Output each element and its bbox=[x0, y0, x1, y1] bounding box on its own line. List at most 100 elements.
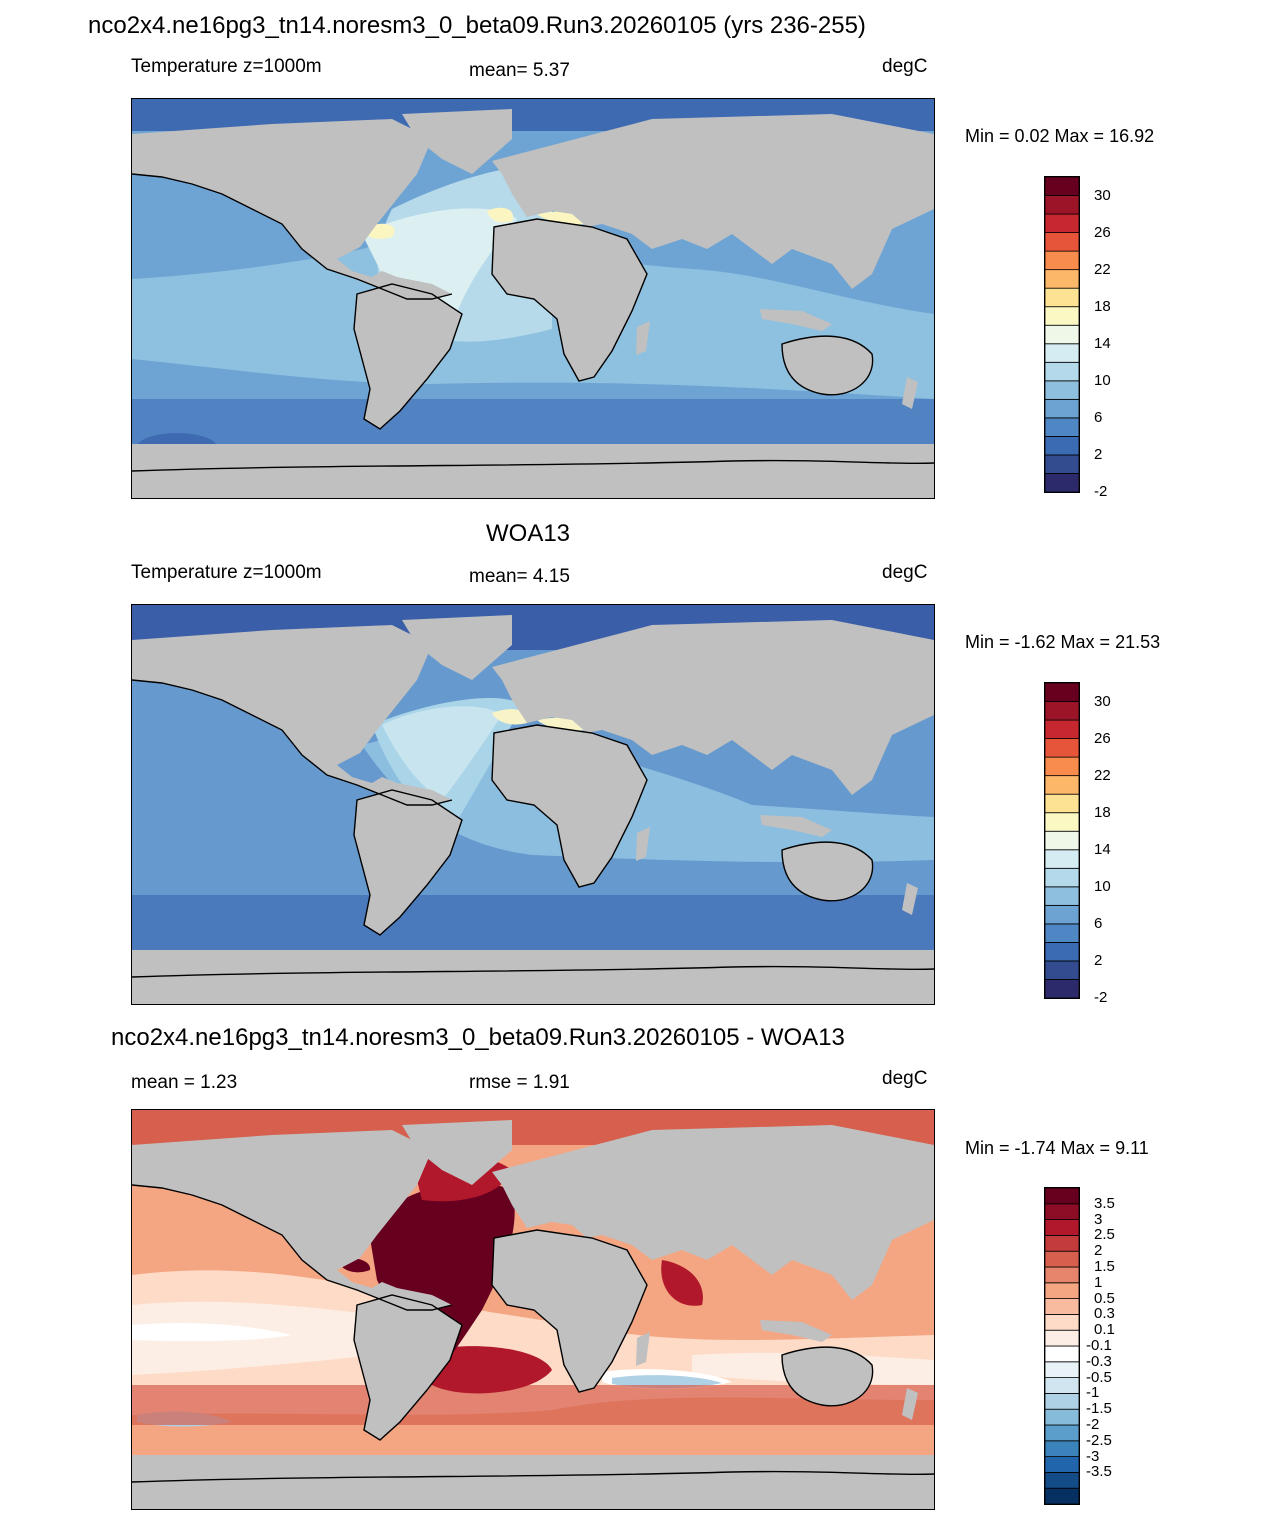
colorbar-swatch bbox=[1045, 324, 1079, 345]
colorbar-tick-label: 10 bbox=[1094, 877, 1111, 895]
colorbar-swatch bbox=[1045, 886, 1079, 906]
colorbar-swatch bbox=[1045, 1329, 1079, 1347]
colorbar-swatch bbox=[1045, 1266, 1079, 1284]
panel1-map bbox=[131, 98, 935, 499]
land-south-america bbox=[354, 790, 462, 935]
land-madagascar bbox=[636, 321, 650, 355]
land-africa bbox=[492, 219, 647, 381]
colorbar-tick-label: 1 bbox=[1094, 1273, 1103, 1291]
colorbar-swatch bbox=[1045, 738, 1079, 758]
land-madagascar bbox=[636, 1332, 650, 1366]
colorbar-swatch bbox=[1045, 195, 1079, 215]
colorbar-swatch bbox=[1045, 250, 1079, 271]
land-south-america bbox=[354, 284, 462, 429]
colorbar-swatch bbox=[1045, 1471, 1079, 1489]
panel1-units: degC bbox=[882, 56, 928, 77]
colorbar-swatch bbox=[1045, 1440, 1079, 1458]
contour-atlantic bbox=[362, 208, 517, 329]
colorbar-swatch bbox=[1045, 979, 1079, 998]
contour-pale-band bbox=[132, 1270, 934, 1415]
contour-south bbox=[132, 895, 934, 950]
land-madagascar bbox=[636, 827, 650, 861]
land-north-america bbox=[132, 1130, 452, 1310]
colorbar-swatch bbox=[1045, 436, 1079, 456]
panel1-minmax: Min = 0.02 Max = 16.92 bbox=[965, 126, 1155, 146]
land-antarctica bbox=[132, 444, 934, 498]
land-indonesia bbox=[760, 815, 832, 837]
colorbar-swatch bbox=[1045, 232, 1079, 252]
colorbar-tick-label: 18 bbox=[1094, 803, 1111, 821]
land-eurasia bbox=[492, 620, 934, 795]
colorbar-swatch bbox=[1045, 719, 1079, 739]
colorbar-swatch bbox=[1045, 1314, 1079, 1331]
colorbar-swatch bbox=[1045, 1188, 1079, 1205]
panel2-colorbar bbox=[1044, 682, 1080, 999]
colorbar-swatch bbox=[1045, 830, 1079, 851]
land-australia bbox=[782, 842, 873, 901]
panel1-variable-label: Temperature z=1000m bbox=[131, 56, 322, 77]
land-africa bbox=[492, 725, 647, 887]
colorbar-swatch bbox=[1045, 287, 1079, 308]
contour-south-atlantic bbox=[432, 1346, 552, 1394]
colorbar-swatch bbox=[1045, 1219, 1079, 1236]
colorbar-swatch bbox=[1045, 417, 1079, 437]
colorbar-swatch bbox=[1045, 942, 1079, 962]
contour-paler-band bbox=[132, 1301, 934, 1385]
colorbar-swatch bbox=[1045, 775, 1079, 795]
colorbar-swatch bbox=[1045, 1408, 1079, 1426]
panel1-map-svg bbox=[132, 99, 934, 498]
colorbar-tick-label: 2 bbox=[1094, 951, 1103, 969]
colorbar-swatch bbox=[1045, 306, 1079, 326]
land-antarctica bbox=[132, 950, 934, 1004]
colorbar-tick-label: 18 bbox=[1094, 297, 1111, 315]
colorbar-tick-label: 14 bbox=[1094, 840, 1111, 858]
panel1-colorbar bbox=[1044, 176, 1080, 493]
panel3-minmax: Min = -1.74 Max = 9.11 bbox=[965, 1138, 1149, 1158]
land-antarctica bbox=[132, 1455, 934, 1509]
land-north-america bbox=[132, 119, 452, 299]
land-new-zealand bbox=[902, 377, 918, 409]
panel2-mean-label: mean= 4.15 bbox=[469, 566, 570, 587]
land-indonesia bbox=[760, 309, 832, 331]
colorbar-tick-label: 2 bbox=[1094, 1242, 1103, 1260]
colorbar-tick-label: -2.5 bbox=[1086, 1431, 1112, 1449]
land-north-america bbox=[132, 625, 452, 805]
colorbar-swatch bbox=[1045, 812, 1079, 832]
colorbar-tick-label: 0.5 bbox=[1094, 1289, 1115, 1307]
colorbar-tick-label: 6 bbox=[1094, 408, 1103, 426]
panel2-colorbar-svg bbox=[1045, 683, 1079, 998]
colorbar-swatch bbox=[1045, 213, 1079, 233]
colorbar-swatch bbox=[1045, 1361, 1079, 1379]
land-eurasia bbox=[492, 114, 934, 289]
colorbar-swatch bbox=[1045, 1377, 1079, 1394]
colorbar-tick-label: 2.5 bbox=[1094, 1226, 1115, 1244]
colorbar-swatch bbox=[1045, 454, 1079, 474]
colorbar-tick-label: 1.5 bbox=[1094, 1258, 1115, 1275]
colorbar-swatch bbox=[1045, 701, 1079, 721]
land-australia bbox=[782, 336, 873, 395]
colorbar-tick-label: -0.5 bbox=[1086, 1368, 1112, 1386]
colorbar-tick-label: 3 bbox=[1094, 1210, 1103, 1228]
panel2-minmax: Min = -1.62 Max = 21.53 bbox=[965, 632, 1161, 652]
land-greenland bbox=[402, 109, 512, 174]
colorbar-tick-label: 26 bbox=[1094, 223, 1111, 241]
colorbar-swatch bbox=[1045, 960, 1079, 980]
land-africa bbox=[492, 1230, 647, 1392]
colorbar-swatch bbox=[1045, 1250, 1079, 1268]
contour-atlantic bbox=[382, 706, 502, 800]
land-eurasia bbox=[492, 1125, 934, 1300]
colorbar-tick-label: 6 bbox=[1094, 914, 1103, 932]
panel3-units: degC bbox=[882, 1068, 928, 1089]
panel3-map bbox=[131, 1109, 935, 1510]
colorbar-swatch bbox=[1045, 343, 1079, 363]
colorbar-swatch bbox=[1045, 361, 1079, 382]
colorbar-swatch bbox=[1045, 756, 1079, 777]
colorbar-tick-label: 10 bbox=[1094, 371, 1111, 389]
panel2-title: WOA13 bbox=[486, 520, 571, 547]
colorbar-swatch bbox=[1045, 904, 1079, 925]
colorbar-tick-label: -3.5 bbox=[1086, 1463, 1112, 1481]
colorbar-swatch bbox=[1045, 398, 1079, 419]
colorbar-tick-label: -2 bbox=[1086, 1416, 1100, 1433]
colorbar-swatch bbox=[1045, 793, 1079, 814]
colorbar-swatch bbox=[1045, 683, 1079, 702]
